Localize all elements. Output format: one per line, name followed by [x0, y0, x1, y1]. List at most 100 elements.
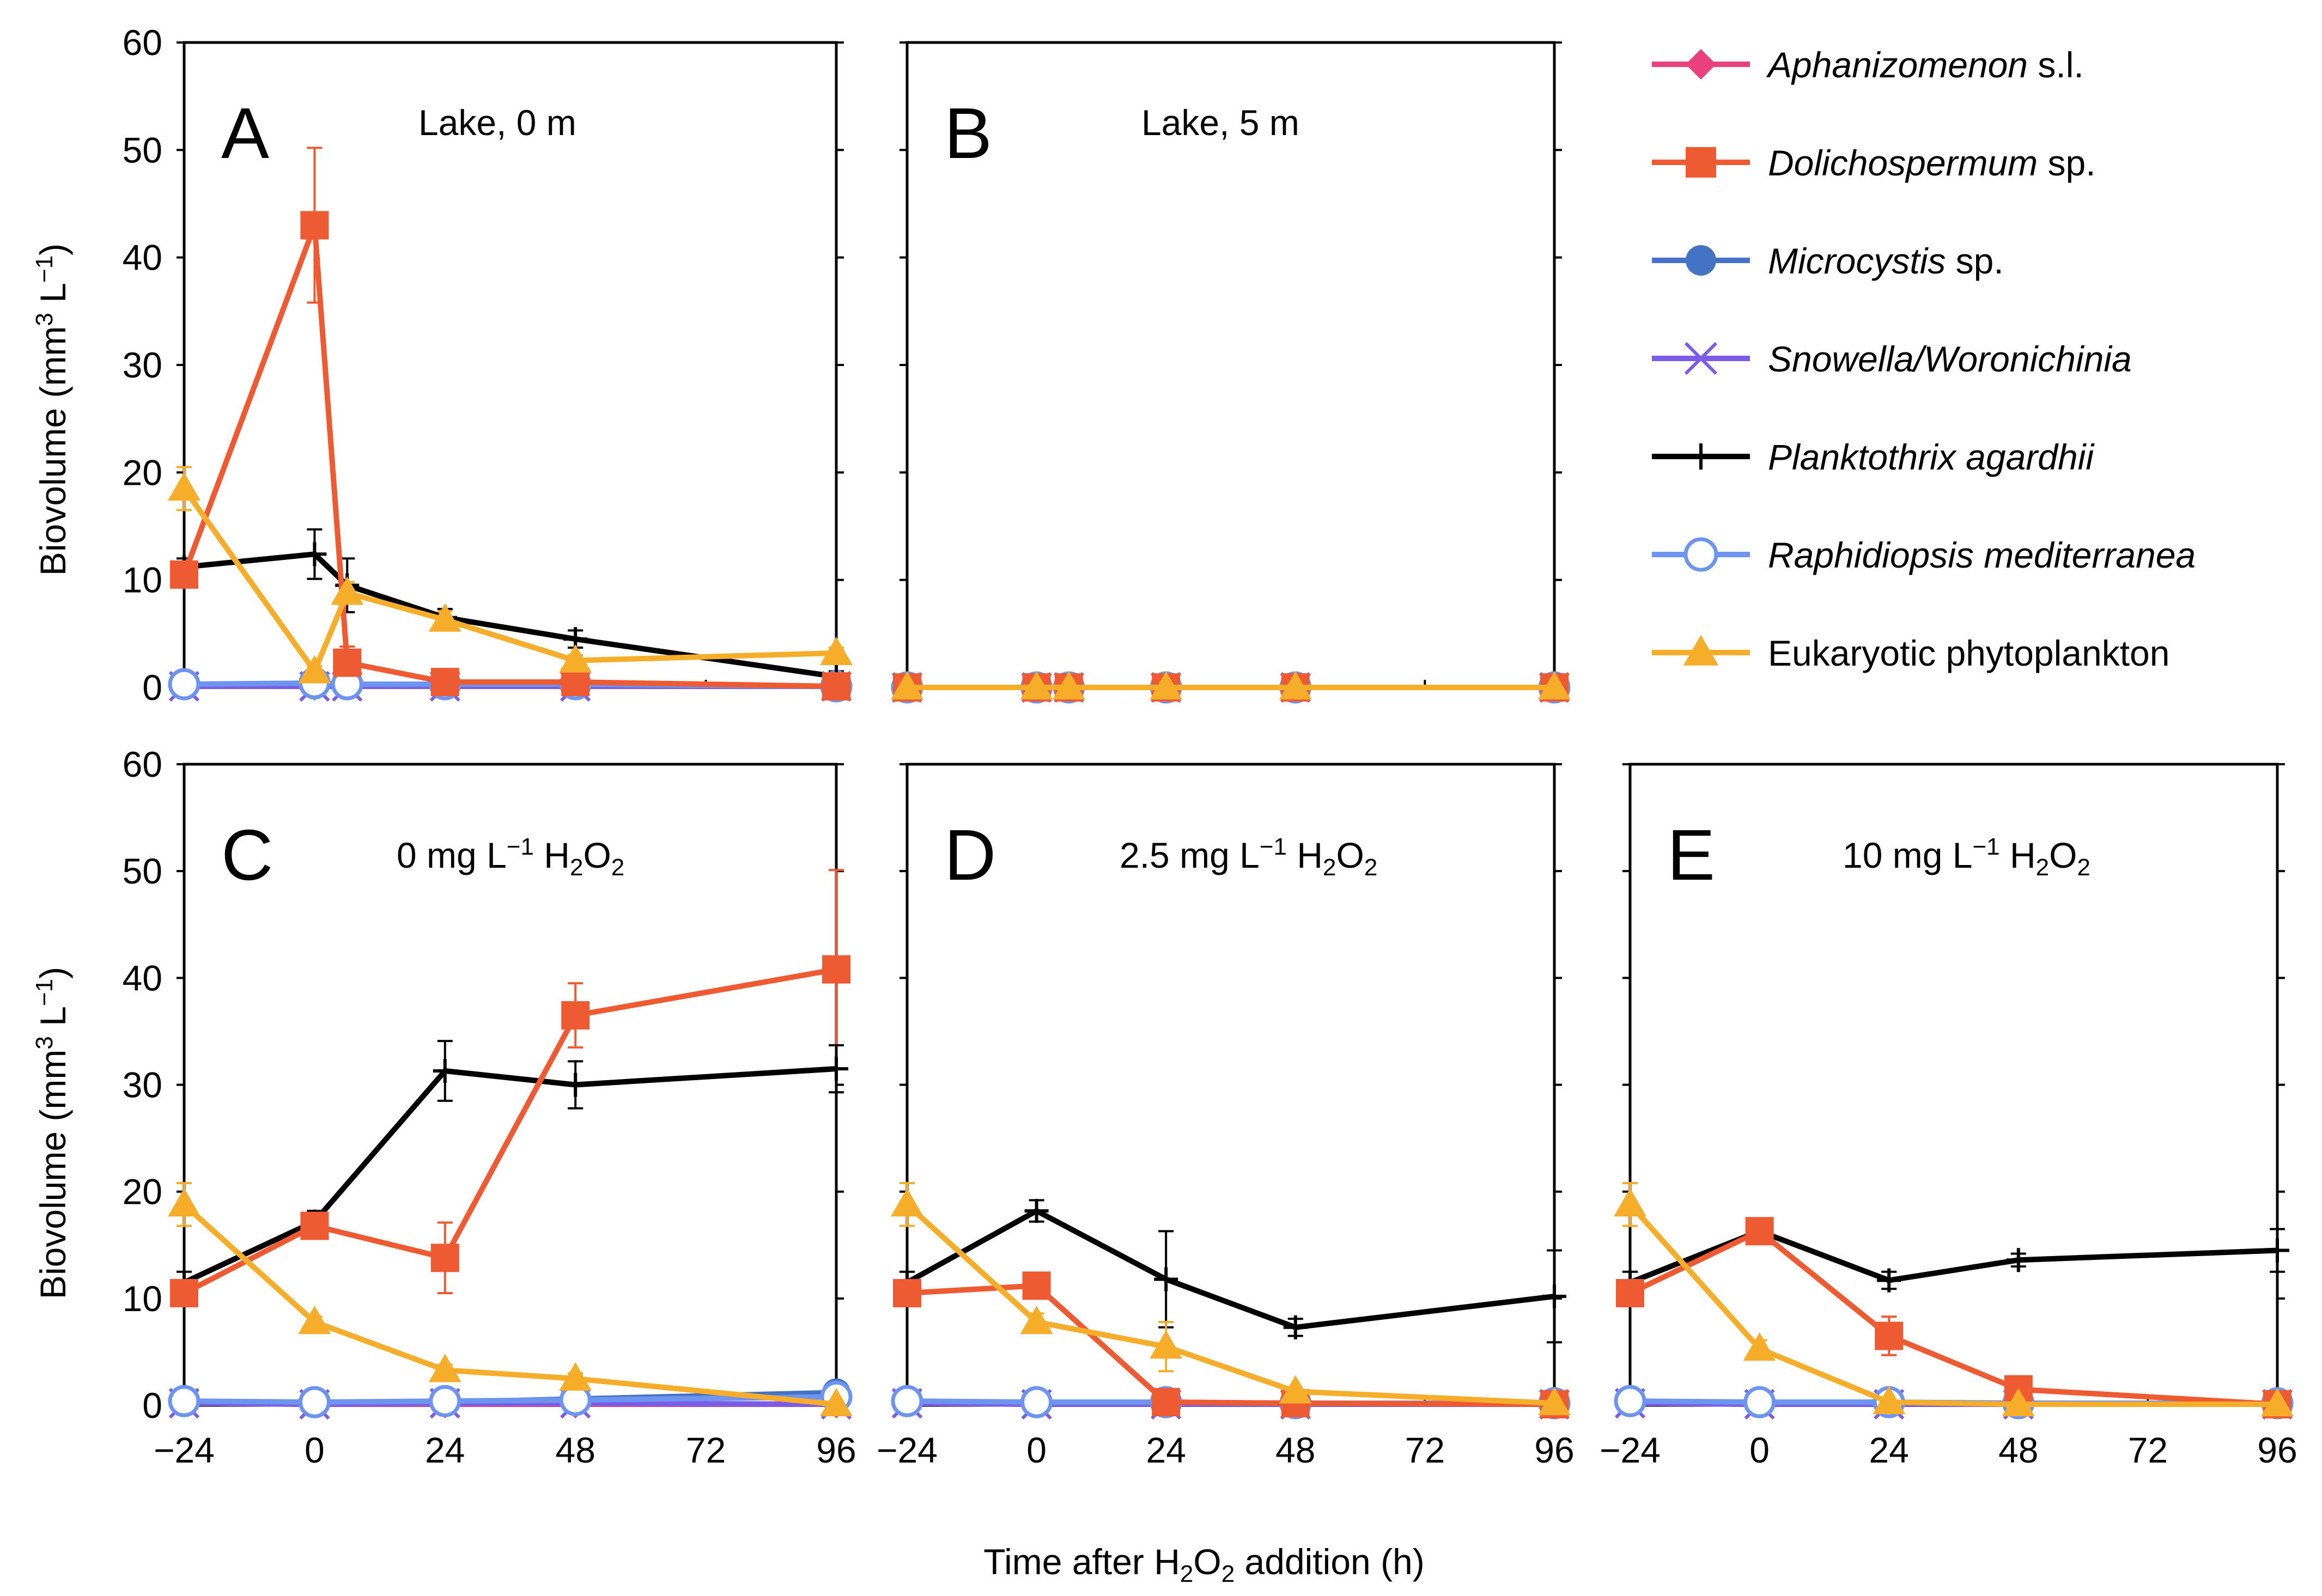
- x-tick-label: −24: [154, 1430, 215, 1470]
- legend-label: Planktothrix agardhii: [1768, 437, 2095, 477]
- data-point-euk: [2261, 1388, 2294, 1417]
- data-point-rap: [168, 668, 200, 700]
- y-tick-label: 30: [123, 1065, 162, 1105]
- data-point-dol: [170, 560, 198, 589]
- y-axis-title-bottom: Biovolume (mm3 L−1): [31, 967, 73, 1299]
- series-line-pla: [1629, 1228, 2278, 1286]
- panel-e: −24 0 24 48 72 96 E 10 mg L−1 H2O2: [1600, 763, 2297, 1470]
- y-axis-title-bottom-text: Biovolume (mm3 L−1): [31, 967, 73, 1299]
- legend-item-rap: Raphidiopsis mediterranea: [1652, 535, 2196, 575]
- data-point-rap: [298, 1386, 331, 1418]
- data-point-euk: [1020, 671, 1053, 700]
- legend-label: Microcystis sp.: [1768, 241, 2004, 281]
- data-point-dol: [822, 672, 850, 701]
- data-point-dol: [1875, 1321, 1904, 1350]
- data-point-euk: [1020, 1306, 1053, 1335]
- data-point-euk: [168, 1188, 200, 1217]
- data-point-dol: [333, 648, 362, 677]
- data-point-dol: [170, 1279, 198, 1308]
- data-point-rap: [891, 1385, 923, 1417]
- data-point-euk: [428, 1354, 461, 1382]
- panel-letter: B: [944, 93, 992, 173]
- data-point-pla: [824, 1057, 848, 1081]
- series-line-euk: [181, 487, 837, 674]
- data-point-pla: [1283, 1315, 1308, 1339]
- data-point-rap: [168, 1385, 200, 1417]
- series-line-euk: [1628, 1202, 2277, 1408]
- data-point-euk: [1614, 1188, 1646, 1217]
- data-point-pla: [1154, 1267, 1178, 1292]
- y-tick-label: 50: [123, 851, 162, 891]
- panel-title: Lake, 0 m: [418, 102, 576, 143]
- x-tick-label: −24: [877, 1430, 938, 1470]
- data-point-euk: [1150, 1330, 1183, 1359]
- data-point-dol: [300, 1211, 329, 1240]
- x-tick-label: 96: [1534, 1430, 1574, 1470]
- panel-letter: A: [221, 93, 269, 173]
- panel-letter: E: [1667, 815, 1715, 895]
- legend-marker-pla: [1688, 443, 1714, 470]
- panel-title: Lake, 5 m: [1141, 102, 1299, 143]
- data-point-rap: [1020, 1386, 1053, 1418]
- data-point-euk: [820, 636, 853, 665]
- data-point-dol: [430, 1244, 459, 1272]
- x-tick-label: 96: [816, 1430, 856, 1470]
- y-tick-label: 30: [123, 345, 162, 385]
- y-axis-title-top: Biovolume (mm3 L−1): [31, 243, 73, 576]
- panel-letter: D: [944, 815, 996, 895]
- x-tick-label: 0: [1026, 1430, 1047, 1470]
- panel-title: 10 mg L−1 H2O2: [1843, 833, 2090, 881]
- series-line-pla: [183, 1066, 837, 1285]
- data-point-pla: [1542, 1284, 1566, 1308]
- legend-item-mic: Microcystis sp.: [1652, 241, 2004, 281]
- x-tick-label: 24: [1869, 1430, 1908, 1470]
- legend-marker-rap: [1683, 537, 1718, 572]
- y-tick-label: 10: [123, 1278, 162, 1319]
- y-tick-label: 0: [142, 667, 162, 708]
- data-point-euk: [1743, 1332, 1776, 1361]
- series-line-dol: [183, 966, 837, 1296]
- x-tick-label: 0: [1749, 1430, 1770, 1470]
- y-tick-label: 20: [123, 452, 162, 492]
- x-tick-label: 72: [1405, 1430, 1445, 1470]
- data-point-euk: [168, 472, 200, 501]
- series-line-dol: [181, 222, 837, 690]
- x-tick-label: 48: [1998, 1430, 2038, 1470]
- data-point-euk: [1279, 1375, 1312, 1404]
- x-tick-label: 48: [555, 1430, 595, 1470]
- data-point-euk: [1150, 671, 1183, 700]
- x-tick-label: 24: [425, 1430, 465, 1470]
- data-point-dol: [1616, 1279, 1644, 1308]
- data-point-dol: [1152, 1388, 1181, 1417]
- data-point-euk: [1873, 1386, 1906, 1415]
- legend-marker-aph: [1686, 49, 1716, 80]
- x-tick-label: 0: [305, 1430, 325, 1470]
- data-point-euk: [298, 1306, 331, 1335]
- series-line-pla: [905, 1208, 1555, 1330]
- series-line-pla: [184, 551, 837, 680]
- x-tick-label: −24: [1600, 1430, 1661, 1470]
- x-tick-label: 96: [2257, 1430, 2297, 1470]
- data-point-rap: [1614, 1385, 1646, 1417]
- legend-item-euk: Eukaryotic phytoplankton: [1652, 633, 2169, 673]
- data-point-dol: [822, 955, 850, 984]
- data-point-dol: [561, 1001, 590, 1030]
- data-point-euk: [428, 603, 461, 632]
- data-point-euk: [1538, 671, 1571, 700]
- x-tick-label: 24: [1146, 1430, 1186, 1470]
- data-point-euk: [891, 1188, 923, 1217]
- legend-marker-sno: [1684, 342, 1718, 375]
- y-tick-label: 60: [123, 744, 162, 784]
- x-tick-label: 48: [1275, 1430, 1315, 1470]
- data-point-dol: [300, 211, 329, 240]
- data-point-rap: [1743, 1386, 1776, 1418]
- legend-marker-dol: [1686, 147, 1716, 178]
- data-point-euk: [298, 655, 331, 684]
- legend: Aphanizomenon s.l. Dolichospermum sp. Micr…: [1652, 45, 2196, 673]
- series-line-dol: [1628, 1228, 2278, 1408]
- data-point-euk: [1279, 671, 1312, 700]
- legend-item-aph: Aphanizomenon s.l.: [1652, 45, 2084, 85]
- y-tick-label: 40: [123, 237, 162, 278]
- panel-b: B Lake, 5 m: [891, 41, 1571, 704]
